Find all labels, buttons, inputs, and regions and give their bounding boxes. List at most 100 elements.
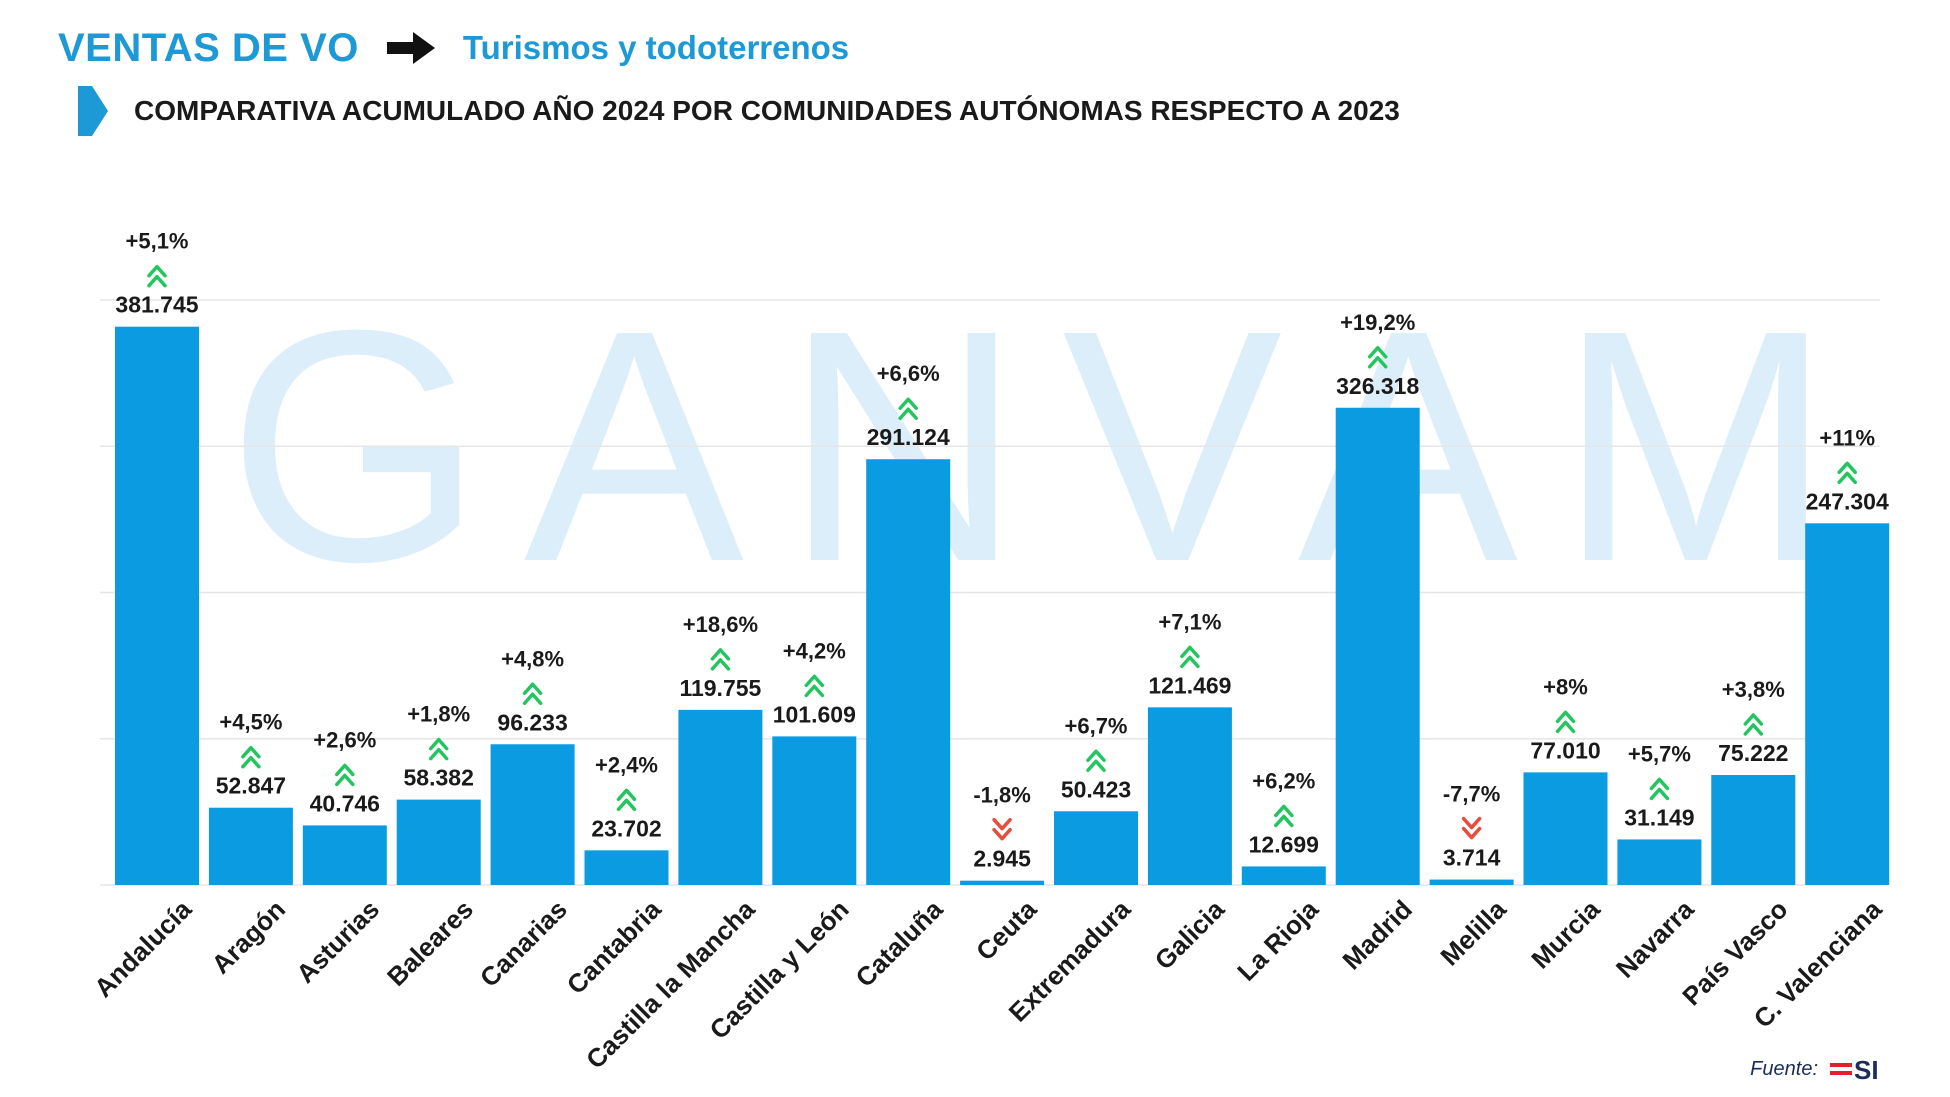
trend-up-icon	[522, 682, 543, 706]
source: Fuente: SI	[1750, 1055, 1910, 1083]
trend-up-icon	[335, 763, 355, 787]
data-label: 326.318	[1336, 373, 1419, 399]
change-label: +7,1%	[1158, 609, 1221, 634]
bar	[1523, 772, 1608, 885]
bar	[115, 326, 199, 885]
data-label: 291.124	[867, 424, 950, 450]
trend-down-icon	[992, 817, 1012, 841]
bar	[960, 880, 1045, 885]
tick-label: Castilla la Mancha	[580, 894, 761, 1075]
page-title: VENTAS DE VO	[58, 25, 359, 70]
data-label: 2.945	[973, 846, 1031, 872]
bar	[1241, 866, 1326, 885]
bar	[1054, 811, 1138, 885]
tick-label: Canarias	[474, 894, 573, 993]
data-label: 381.745	[115, 292, 198, 318]
data-label: 58.382	[404, 765, 474, 791]
bar	[490, 744, 575, 885]
tick-label: Aragón	[206, 894, 292, 980]
trend-down-icon	[1461, 816, 1482, 840]
header: VENTAS DE VO Turismos y todoterrenos	[58, 18, 849, 78]
source-label: Fuente:	[1750, 1057, 1818, 1080]
tick-label: Melilla	[1434, 894, 1512, 972]
bar	[302, 825, 387, 885]
bar	[1147, 707, 1232, 885]
trend-up-icon	[1837, 461, 1857, 485]
tick-label: Cataluña	[850, 894, 949, 993]
data-label: 3.714	[1443, 845, 1501, 871]
tick-label: Ceuta	[970, 894, 1043, 967]
change-label: +6,6%	[877, 361, 940, 386]
data-label: 40.746	[310, 790, 380, 816]
change-label: +1,8%	[407, 702, 470, 727]
msi-logo: SI	[1830, 1055, 1879, 1083]
trend-up-icon	[616, 788, 637, 812]
change-label: -7,7%	[1443, 782, 1500, 807]
change-label: +3,8%	[1722, 677, 1785, 702]
change-label: +11%	[1819, 425, 1875, 450]
svg-text:SI: SI	[1854, 1055, 1879, 1083]
bar	[1617, 839, 1702, 885]
tick-label: La Rioja	[1231, 894, 1324, 987]
change-label: +4,8%	[501, 646, 564, 671]
bar	[678, 709, 763, 885]
trend-up-icon	[1743, 713, 1764, 736]
data-label: 121.469	[1148, 672, 1231, 698]
data-label: 77.010	[1530, 737, 1600, 763]
bar	[1805, 523, 1890, 885]
data-label: 247.304	[1806, 488, 1889, 514]
change-label: -1,8%	[973, 783, 1030, 808]
tick-label: Madrid	[1336, 894, 1417, 975]
trend-up-icon	[1367, 346, 1388, 369]
data-label: 101.609	[773, 701, 856, 727]
tick-label: Baleares	[381, 894, 479, 992]
arrow-right-icon	[386, 32, 435, 64]
bar	[866, 459, 951, 885]
bar	[772, 736, 857, 885]
data-label: 31.149	[1624, 804, 1694, 830]
trend-up-icon	[1086, 749, 1106, 773]
change-label: +2,4%	[595, 752, 658, 777]
change-label: +18,6%	[683, 612, 758, 637]
trend-up-icon	[804, 674, 825, 698]
trend-up-icon	[241, 745, 261, 769]
tick-label: Asturias	[290, 894, 385, 989]
data-label: 12.699	[1249, 831, 1319, 857]
trend-up-icon	[428, 737, 449, 761]
trend-up-icon	[898, 397, 918, 420]
change-label: +8%	[1543, 674, 1588, 699]
change-label: +4,5%	[219, 710, 282, 735]
trend-up-icon	[1274, 804, 1294, 828]
change-label: +5,7%	[1628, 741, 1691, 766]
chevron-right-icon	[78, 86, 108, 136]
change-label: +5,1%	[126, 229, 189, 254]
tick-label: Navarra	[1610, 894, 1700, 984]
data-label: 50.423	[1061, 776, 1131, 802]
change-label: +6,7%	[1065, 713, 1128, 738]
data-label: 119.755	[679, 675, 761, 701]
data-label: 23.702	[591, 815, 661, 841]
trend-up-icon	[1555, 710, 1576, 734]
data-label: 52.847	[216, 773, 286, 799]
data-label: 75.222	[1718, 740, 1788, 766]
change-label: +19,2%	[1340, 310, 1415, 335]
bar	[1711, 774, 1796, 885]
bar	[208, 807, 293, 885]
change-label: +6,2%	[1252, 768, 1315, 793]
tick-label: Murcia	[1525, 894, 1606, 975]
bar	[396, 799, 481, 885]
chart-heading: COMPARATIVA ACUMULADO AÑO 2024 POR COMUN…	[78, 86, 1400, 136]
chart-title: COMPARATIVA ACUMULADO AÑO 2024 POR COMUN…	[134, 95, 1400, 126]
trend-up-icon	[710, 648, 731, 671]
tick-label: Galicia	[1149, 894, 1231, 976]
trend-up-icon	[1649, 777, 1670, 801]
data-label: 96.233	[497, 709, 567, 735]
trend-up-icon	[147, 264, 167, 288]
trend-up-icon	[1180, 645, 1200, 669]
page-subtitle: Turismos y todoterrenos	[462, 29, 850, 66]
bar	[1335, 407, 1420, 885]
change-label: +4,2%	[783, 638, 846, 663]
bar	[584, 850, 669, 885]
bar	[1429, 879, 1514, 885]
